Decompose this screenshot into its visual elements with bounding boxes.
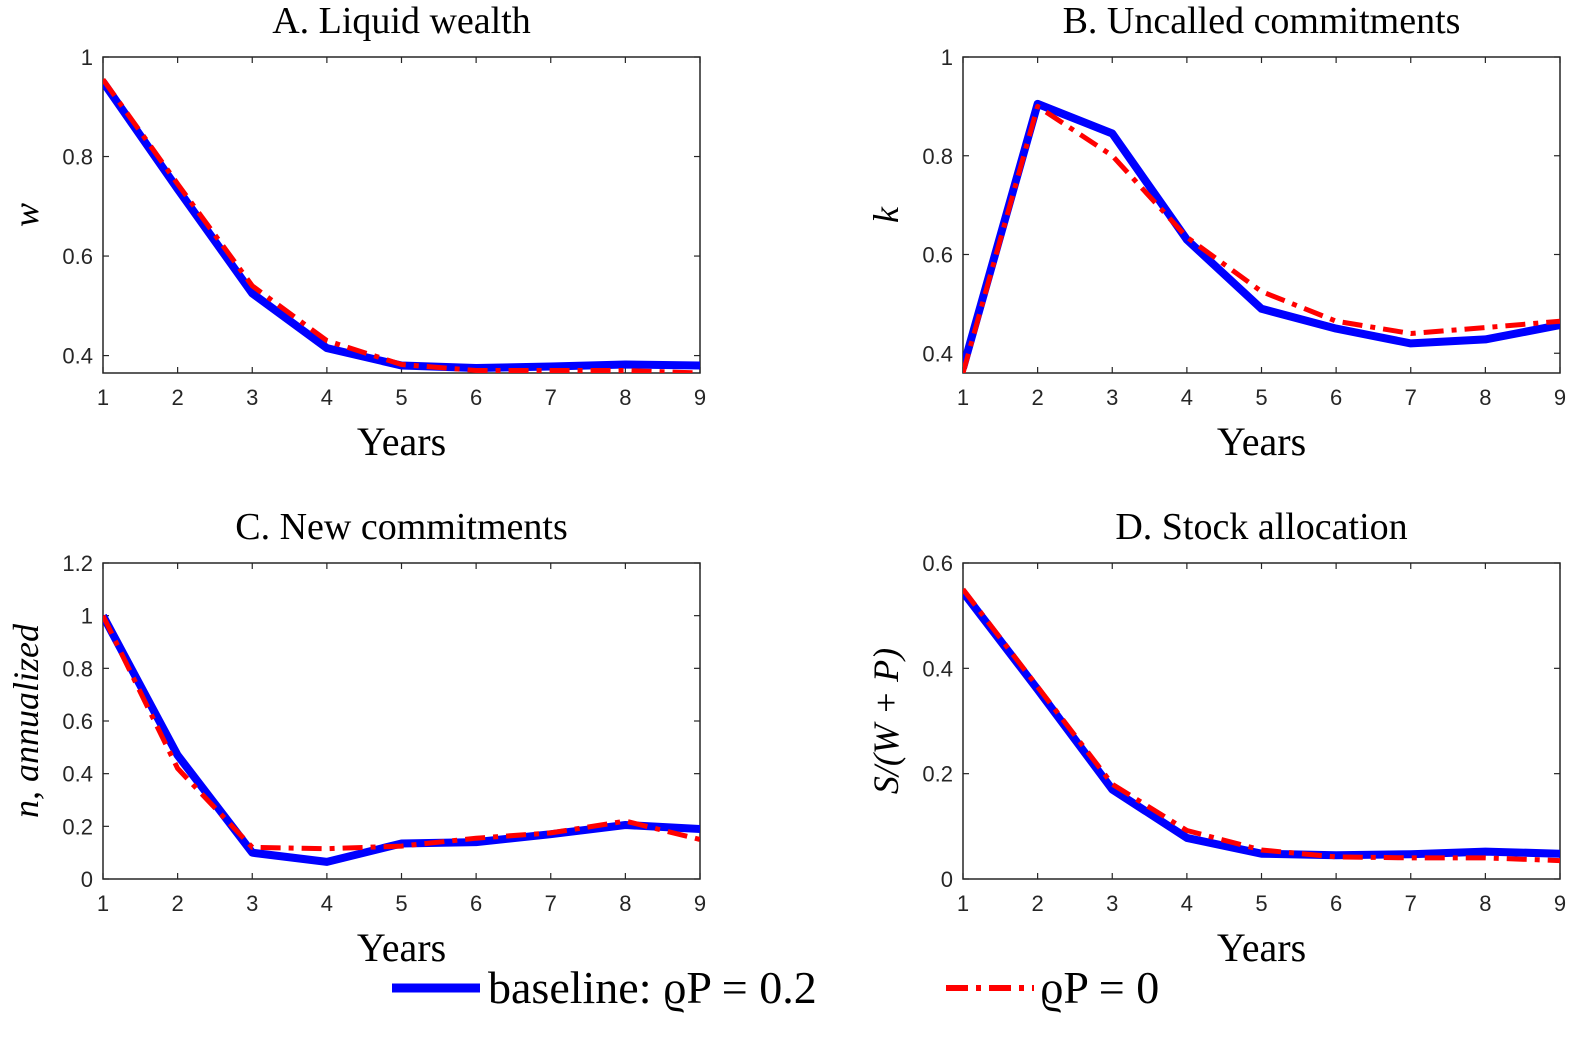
x-tick-label: 9 — [1554, 385, 1566, 410]
panel-a-liquid-wealth: 1 2 3 4 5 6 7 8 9 0.4 0.6 0.8 1 A. Liquid wealth Years… — [6, 0, 706, 464]
x-tick-label: 5 — [1255, 891, 1267, 916]
x-tick-label: 6 — [1330, 891, 1342, 916]
x-tick-label: 7 — [545, 385, 557, 410]
x-tick-label: 7 — [1405, 891, 1417, 916]
y-tick-label: 0.8 — [62, 656, 93, 681]
x-tick-label: 1 — [957, 891, 969, 916]
y-tick-label: 1.2 — [62, 551, 93, 576]
x-axis-label: Years — [1217, 925, 1306, 970]
y-axis-label: w — [6, 203, 46, 227]
y-tick-label: 0.6 — [922, 243, 953, 268]
series-line-rho-zero — [963, 587, 1560, 864]
y-tick-label: 1 — [81, 604, 93, 629]
x-tick-label: 2 — [172, 385, 184, 410]
x-tick-label: 8 — [1479, 891, 1491, 916]
y-tick-label: 0.2 — [62, 814, 93, 839]
x-tick-label: 6 — [470, 891, 482, 916]
series-line-rho-zero — [103, 614, 700, 852]
y-tick-label: 0.4 — [62, 344, 93, 369]
y-tick-label: 0.6 — [62, 709, 93, 734]
x-tick-label: 6 — [470, 385, 482, 410]
y-tick-label: 0 — [941, 867, 953, 892]
x-tick-label: 7 — [545, 891, 557, 916]
y-axis-label: k — [866, 206, 906, 223]
y-tick-label: 1 — [81, 45, 93, 70]
y-tick-label: 0 — [81, 867, 93, 892]
y-axis-label: n, annualized — [6, 623, 46, 818]
plot-area — [962, 562, 1561, 880]
x-tick-label: 3 — [1106, 891, 1118, 916]
y-tick-label: 0.6 — [922, 551, 953, 576]
x-tick-label: 6 — [1330, 385, 1342, 410]
x-tick-label: 9 — [694, 891, 706, 916]
x-tick-label: 1 — [97, 891, 109, 916]
y-tick-label: 0.8 — [62, 145, 93, 170]
y-tick-label: 0.4 — [922, 341, 953, 366]
y-tick-label: 1 — [941, 45, 953, 70]
y-tick-label: 0.2 — [922, 762, 953, 787]
x-tick-label: 7 — [1405, 385, 1417, 410]
x-tick-label: 8 — [619, 385, 631, 410]
series-line-baseline — [103, 79, 700, 372]
series-line-baseline — [963, 589, 1560, 860]
x-tick-label: 2 — [1032, 891, 1044, 916]
legend: baseline: ϱP = 0.2 ϱP = 0 — [392, 962, 1159, 1013]
y-axis-label: S/(W + P) — [866, 648, 906, 794]
panel-c-new-commitments: 1 2 3 4 5 6 7 8 9 0 0.2 0.4 0.6 0.8 1 1.2 C. New commitm… — [6, 506, 706, 970]
x-axis-label: Years — [357, 925, 446, 970]
plot-area — [102, 562, 701, 880]
x-tick-label: 4 — [321, 385, 333, 410]
panel-b-uncalled-commitments: 1 2 3 4 5 6 7 8 9 0.4 0.6 0.8 1 B. Uncalled commitmen… — [866, 0, 1566, 464]
series-line-baseline — [103, 613, 700, 866]
x-tick-label: 4 — [1181, 891, 1193, 916]
legend-baseline-label: baseline: ϱP = 0.2 — [488, 962, 817, 1013]
x-tick-label: 9 — [1554, 891, 1566, 916]
panel-d-stock-allocation: 1 2 3 4 5 6 7 8 9 0 0.2 0.4 0.6 D. Stock allocation Ye… — [866, 506, 1566, 970]
series-line-rho-zero — [963, 103, 1560, 373]
x-tick-label: 2 — [1032, 385, 1044, 410]
x-tick-label: 5 — [395, 385, 407, 410]
chart-title: B. Uncalled commitments — [1063, 0, 1461, 42]
chart-title: D. Stock allocation — [1115, 506, 1407, 548]
chart-title: C. New commitments — [235, 506, 567, 548]
y-tick-label: 0.4 — [922, 656, 953, 681]
x-tick-label: 1 — [97, 385, 109, 410]
x-tick-label: 4 — [1181, 385, 1193, 410]
x-tick-label: 3 — [246, 891, 258, 916]
plot-area — [962, 56, 1561, 374]
x-tick-label: 4 — [321, 891, 333, 916]
series-line-rho-zero — [103, 77, 700, 373]
x-tick-label: 9 — [694, 385, 706, 410]
x-tick-label: 5 — [395, 891, 407, 916]
series-line-baseline — [963, 99, 1560, 370]
x-tick-label: 1 — [957, 385, 969, 410]
x-tick-label: 3 — [246, 385, 258, 410]
x-axis-label: Years — [1217, 419, 1306, 464]
x-tick-label: 5 — [1255, 385, 1267, 410]
y-tick-label: 0.6 — [62, 244, 93, 269]
x-tick-label: 2 — [172, 891, 184, 916]
y-tick-label: 0.4 — [62, 762, 93, 787]
x-tick-label: 3 — [1106, 385, 1118, 410]
x-tick-label: 8 — [1479, 385, 1491, 410]
x-axis-label: Years — [357, 419, 446, 464]
legend-alt-label: ϱP = 0 — [1040, 962, 1159, 1013]
x-tick-label: 8 — [619, 891, 631, 916]
y-tick-label: 0.8 — [922, 144, 953, 169]
chart-title: A. Liquid wealth — [272, 0, 531, 42]
